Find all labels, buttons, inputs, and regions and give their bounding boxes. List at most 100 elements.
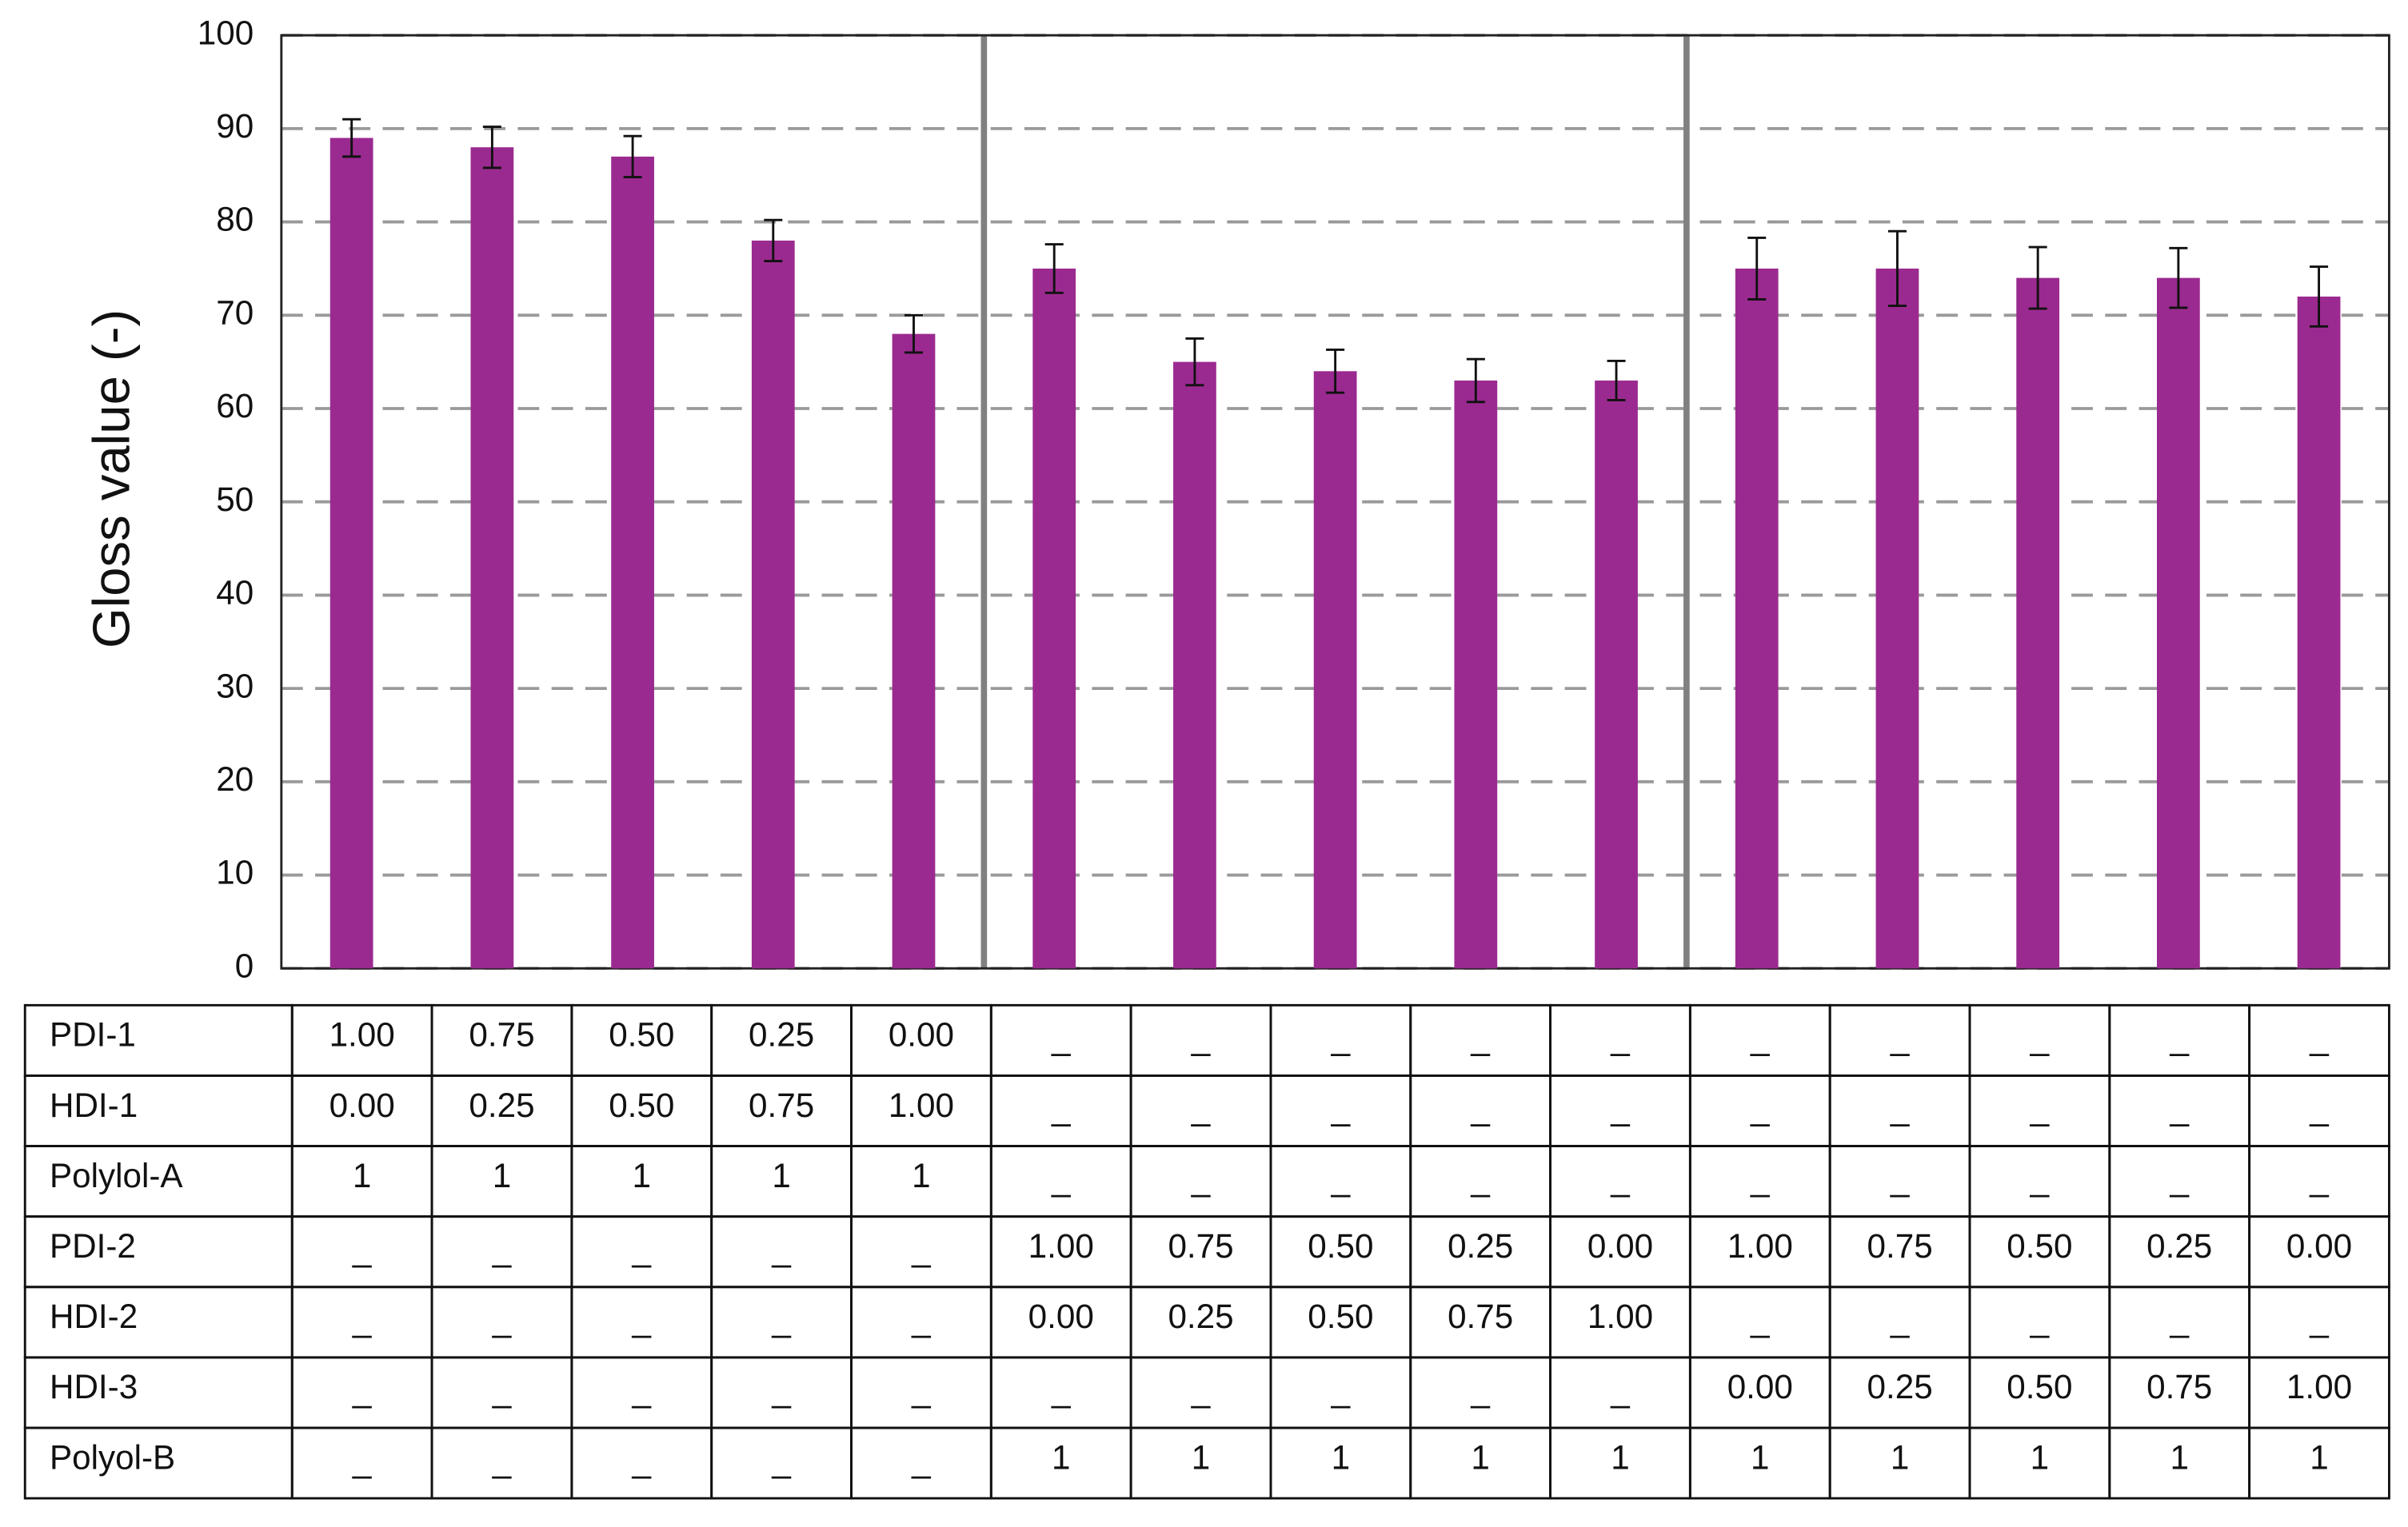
table-value: _ xyxy=(492,1230,512,1268)
table-value: _ xyxy=(911,1301,931,1338)
table-value: 1.00 xyxy=(1028,1227,1094,1265)
table-value: 0.75 xyxy=(469,1016,534,1054)
table-value: _ xyxy=(2030,1090,2050,1127)
table-value: _ xyxy=(2169,1301,2189,1338)
table-value: 0.25 xyxy=(469,1086,534,1124)
table-value: _ xyxy=(1610,1371,1630,1409)
table-value: _ xyxy=(1191,1160,1211,1198)
table-value: 0.75 xyxy=(749,1086,814,1124)
table-value: _ xyxy=(771,1371,791,1409)
table-value: _ xyxy=(352,1441,372,1479)
table-value: _ xyxy=(2309,1090,2329,1127)
table-value: 1.00 xyxy=(2286,1368,2352,1405)
y-tick-label: 20 xyxy=(216,760,254,798)
y-axis-label: Gloss value (-) xyxy=(82,309,141,648)
bar xyxy=(1595,380,1638,969)
table-value: 1 xyxy=(1751,1438,1769,1476)
y-tick-label: 70 xyxy=(216,293,254,331)
table-value: 1.00 xyxy=(889,1086,954,1124)
table-value: _ xyxy=(771,1301,791,1338)
table-value: _ xyxy=(1470,1160,1490,1198)
bar xyxy=(2156,277,2200,969)
table-value: 0.50 xyxy=(609,1086,674,1124)
bar xyxy=(751,240,795,969)
table-value: _ xyxy=(1750,1019,1770,1057)
table-value: 1.00 xyxy=(329,1016,395,1054)
table-value: _ xyxy=(492,1441,512,1479)
table-value: _ xyxy=(1051,1090,1071,1127)
table-value: _ xyxy=(1470,1019,1490,1057)
table-value: _ xyxy=(2030,1301,2050,1338)
bar xyxy=(1875,268,1919,969)
table-value: _ xyxy=(1191,1090,1211,1127)
y-tick-label: 80 xyxy=(216,201,254,238)
table-value: 1 xyxy=(2031,1438,2049,1476)
table-value: 0.00 xyxy=(2286,1227,2352,1265)
table-value: 0.50 xyxy=(1308,1227,1373,1265)
table-value: _ xyxy=(771,1230,791,1268)
table-value: _ xyxy=(1331,1090,1351,1127)
table-value: _ xyxy=(2030,1160,2050,1198)
table-value: _ xyxy=(911,1441,931,1479)
table-value: 1 xyxy=(1471,1438,1489,1476)
table-value: 0.00 xyxy=(1028,1298,1094,1335)
table-value: _ xyxy=(1470,1371,1490,1409)
table-value: 0.00 xyxy=(889,1016,954,1054)
table-value: _ xyxy=(2169,1090,2189,1127)
table-value: 1 xyxy=(1891,1438,1909,1476)
y-tick-label: 0 xyxy=(235,947,254,984)
table-value: 0.00 xyxy=(1727,1368,1793,1405)
y-tick-label: 10 xyxy=(216,854,254,891)
table-value: 0.75 xyxy=(1448,1298,1513,1335)
table-value: _ xyxy=(1890,1019,1910,1057)
row-label: Polyol-B xyxy=(50,1438,175,1476)
table-value: _ xyxy=(1890,1160,1910,1198)
bar xyxy=(611,156,654,969)
table-value: _ xyxy=(1051,1160,1071,1198)
table-value: 0.00 xyxy=(329,1086,395,1124)
table-value: 0.25 xyxy=(749,1016,814,1054)
table-value: _ xyxy=(352,1230,372,1268)
table-value: _ xyxy=(1470,1090,1490,1127)
table-value: 1 xyxy=(1052,1438,1070,1476)
table-value: 1 xyxy=(1332,1438,1350,1476)
table-cell xyxy=(2248,1426,2390,1500)
table-value: _ xyxy=(632,1441,652,1479)
table-value: _ xyxy=(2309,1160,2329,1198)
table-value: _ xyxy=(632,1230,652,1268)
table-value: 0.50 xyxy=(2007,1368,2072,1405)
table-value: _ xyxy=(632,1371,652,1409)
table-value: 0.50 xyxy=(1308,1298,1373,1335)
row-label: Polylol-A xyxy=(50,1157,183,1194)
table-value: 0.50 xyxy=(609,1016,674,1054)
table-value: _ xyxy=(1890,1090,1910,1127)
table-value: 0.25 xyxy=(1448,1227,1513,1265)
table-value: _ xyxy=(1750,1160,1770,1198)
y-tick-label: 60 xyxy=(216,387,254,425)
table-value: 0.25 xyxy=(1168,1298,1233,1335)
table-value: _ xyxy=(2169,1160,2189,1198)
table-value: _ xyxy=(2030,1019,2050,1057)
table-value: _ xyxy=(1890,1301,1910,1338)
bar xyxy=(1454,380,1498,969)
table-value: _ xyxy=(771,1441,791,1479)
table-value: _ xyxy=(2169,1019,2189,1057)
y-tick-label: 40 xyxy=(216,574,254,612)
table-value: 0.75 xyxy=(1168,1227,1233,1265)
table-value: 1 xyxy=(633,1157,651,1194)
table-value: _ xyxy=(911,1230,931,1268)
bar xyxy=(329,138,373,969)
table-value: _ xyxy=(492,1301,512,1338)
table-value: _ xyxy=(1610,1090,1630,1127)
table-value: 0.00 xyxy=(1587,1227,1653,1265)
table-value: _ xyxy=(492,1371,512,1409)
table-value: _ xyxy=(1331,1019,1351,1057)
row-label: HDI-1 xyxy=(50,1086,138,1124)
table-value: _ xyxy=(2309,1301,2329,1338)
bar xyxy=(1032,268,1076,969)
table-value: 1 xyxy=(772,1157,790,1194)
row-label: HDI-3 xyxy=(50,1368,138,1405)
y-tick-label: 90 xyxy=(216,107,254,145)
